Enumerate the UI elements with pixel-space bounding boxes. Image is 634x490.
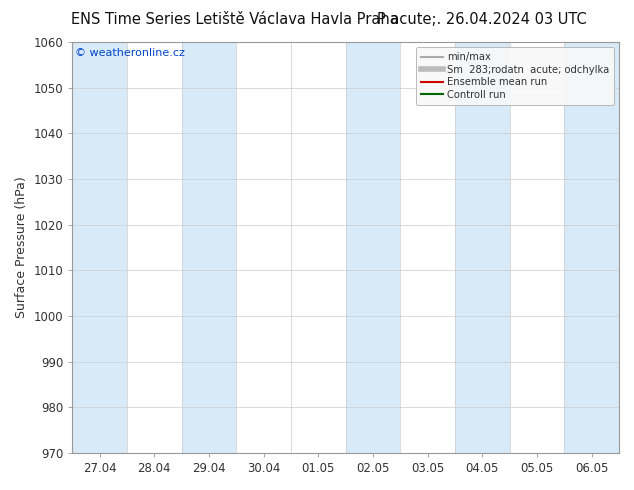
Legend: min/max, Sm  283;rodatn  acute; odchylka, Ensemble mean run, Controll run: min/max, Sm 283;rodatn acute; odchylka, … <box>416 47 614 104</box>
Text: ENS Time Series Letiště Václava Havla Praha: ENS Time Series Letiště Václava Havla Pr… <box>71 12 398 27</box>
Bar <box>455 42 510 453</box>
Text: P acute;. 26.04.2024 03 UTC: P acute;. 26.04.2024 03 UTC <box>377 12 586 27</box>
Y-axis label: Surface Pressure (hPa): Surface Pressure (hPa) <box>15 176 28 318</box>
Bar <box>72 42 127 453</box>
Bar <box>182 42 236 453</box>
Bar <box>564 42 619 453</box>
Text: © weatheronline.cz: © weatheronline.cz <box>75 48 185 58</box>
Bar <box>346 42 400 453</box>
